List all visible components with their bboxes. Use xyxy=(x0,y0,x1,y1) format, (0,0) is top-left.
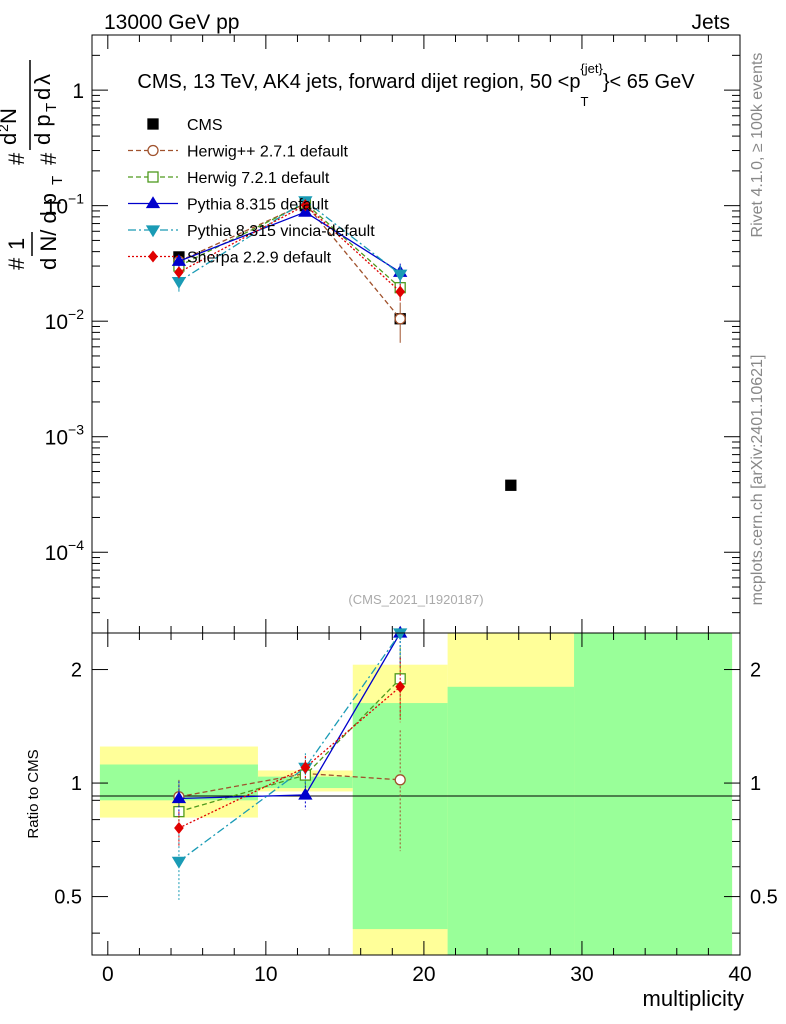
legend-label: Pythia 8.315 vincia-default xyxy=(187,223,375,240)
ratio-point-pythia-8-315-vincia-default xyxy=(171,856,187,869)
series-cms xyxy=(173,200,517,491)
svg-text:T: T xyxy=(43,103,60,112)
series-sherpa-2-2-9-default xyxy=(174,199,406,301)
x-tick-label: 10 xyxy=(254,963,277,986)
point-sherpa-2-2-9-default xyxy=(395,285,406,298)
svg-text:#: # xyxy=(4,152,29,165)
legend-label: Herwig 7.2.1 default xyxy=(187,170,330,187)
legend-label: Herwig++ 2.7.1 default xyxy=(187,144,349,161)
point-cms xyxy=(505,479,517,491)
point-herwig-2-7-1-default xyxy=(394,313,406,325)
mcplots-reference-label: mcplots.cern.ch [arXiv:2401.10621] xyxy=(749,355,766,606)
x-axis-title: multiplicity xyxy=(643,986,744,1011)
series-pythia-8-315-default xyxy=(171,204,408,283)
ratio-y-tick-label-right: 2 xyxy=(750,660,761,682)
ratio-point-herwig-2-7-1-default xyxy=(394,774,406,786)
y-tick-label: 10−3 xyxy=(45,422,85,450)
ratio-y-tick-label: 2 xyxy=(71,660,82,682)
legend: CMS Herwig++ 2.7.1 default Herwig 7.2.1 de… xyxy=(128,117,375,267)
point-sherpa-2-2-9-default xyxy=(300,199,311,212)
x-tick-label: 20 xyxy=(412,963,435,986)
series-herwig-2-7-1-default xyxy=(173,198,406,343)
series-line-herwig-7-2-1-default xyxy=(178,202,401,289)
x-tick-label: 30 xyxy=(570,963,593,986)
ratio-series xyxy=(171,625,408,900)
x-tick-label: 0 xyxy=(102,963,114,986)
ratio-panel: 0 10 20 30 40 0.5 0.5 1 1 2 2 Ratio to CMS multipl… xyxy=(25,625,778,1011)
legend-marker xyxy=(145,196,161,209)
ratio-y-tick-label: 1 xyxy=(71,773,82,795)
svg-text:d N/ d p: d N/ d p xyxy=(36,193,61,270)
svg-text:1: 1 xyxy=(4,238,29,250)
legend-marker xyxy=(147,118,159,130)
legend-entry-herwig-7-2-1-default: Herwig 7.2.1 default xyxy=(128,170,330,187)
legend-entry-herwig-2-7-1-default: Herwig++ 2.7.1 default xyxy=(128,144,349,161)
analysis-watermark: (CMS_2021_I1920187) xyxy=(348,592,483,607)
ratio-point-pythia-8-315-default xyxy=(298,787,313,800)
point-pythia-8-315-vincia-default xyxy=(171,276,187,289)
ratio-point-sherpa-2-2-9-default xyxy=(395,680,406,693)
ratio-point-sherpa-2-2-9-default xyxy=(300,761,311,774)
legend-label: CMS xyxy=(187,117,223,134)
svg-text:N: N xyxy=(0,108,21,124)
legend-marker xyxy=(147,144,159,157)
legend-entry-pythia-8-315-default: Pythia 8.315 default xyxy=(128,196,329,214)
svg-text:λ: λ xyxy=(30,74,55,85)
legend-marker xyxy=(147,171,159,183)
ratio-ticks: 0 10 20 30 40 0.5 0.5 1 1 2 2 xyxy=(54,633,778,986)
point-pythia-8-315-default xyxy=(171,254,187,266)
ratio-band-inner-4 xyxy=(574,633,733,955)
ratio-series-sherpa-2-2-9-default xyxy=(174,657,406,847)
svg-text:#: # xyxy=(36,152,61,165)
main-panel: CMS, 13 TeV, AK4 jets, forward dijet reg… xyxy=(45,34,741,634)
svg-text:T: T xyxy=(49,176,66,185)
ratio-point-pythia-8-315-default xyxy=(171,791,187,804)
ratio-point-pythia-8-315-vincia-default xyxy=(393,628,408,641)
ratio-y-axis-title: Ratio to CMS xyxy=(25,749,42,838)
y-tick-label: 1 xyxy=(72,80,84,103)
legend-marker xyxy=(145,225,161,238)
legend-label: Pythia 8.315 default xyxy=(187,197,329,214)
category-label: Jets xyxy=(691,11,730,34)
main-y-axis-title: # 1 d N/ d p T # d 2 N # d p T d λ xyxy=(0,60,66,270)
svg-text:d p: d p xyxy=(30,114,55,145)
ratio-y-tick-label-right: 0.5 xyxy=(750,887,778,909)
ratio-y-tick-label: 0.5 xyxy=(54,887,82,909)
y-tick-label: 10−2 xyxy=(45,306,85,334)
main-ticks: 10−4 10−3 10−2 10−1 1 xyxy=(45,34,741,634)
legend-entry-pythia-8-315-vincia-default: Pythia 8.315 vincia-default xyxy=(128,223,375,240)
ratio-bands xyxy=(99,633,733,955)
svg-text:2: 2 xyxy=(0,124,11,132)
y-tick-label: 10−4 xyxy=(45,537,85,565)
ratio-plot-frame xyxy=(91,632,741,956)
point-pythia-8-315-vincia-default xyxy=(393,269,408,282)
svg-text:d: d xyxy=(30,88,55,100)
ratio-line-pythia-8-315-vincia-default xyxy=(178,632,401,862)
svg-text:d: d xyxy=(0,133,21,145)
svg-text:#: # xyxy=(4,257,29,270)
legend-marker xyxy=(148,250,158,263)
series-line-sherpa-2-2-9-default xyxy=(178,204,401,293)
legend-entry-sherpa-2-2-9-default: Sherpa 2.2.9 default xyxy=(128,250,332,267)
x-tick-label: 40 xyxy=(728,963,751,986)
main-series xyxy=(171,196,517,491)
ratio-point-sherpa-2-2-9-default xyxy=(174,821,184,835)
y-tick-label: 10−1 xyxy=(45,191,85,219)
ratio-y-tick-label-right: 1 xyxy=(750,773,761,795)
energy-label: 13000 GeV pp xyxy=(104,11,239,34)
plot-title: CMS, 13 TeV, AK4 jets, forward dijet reg… xyxy=(137,61,695,109)
ratio-band-inner-3 xyxy=(447,686,575,955)
legend-label: Sherpa 2.2.9 default xyxy=(187,250,332,267)
rivet-version-label: Rivet 4.1.0, ≥ 100k events xyxy=(749,53,766,238)
legend-entry-cms: CMS xyxy=(147,117,223,134)
point-sherpa-2-2-9-default xyxy=(174,266,184,279)
